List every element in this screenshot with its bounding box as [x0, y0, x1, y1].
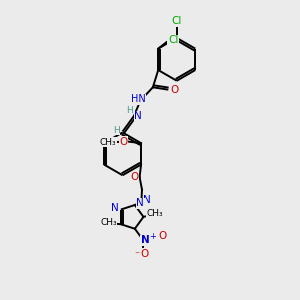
Text: H: H: [112, 126, 119, 135]
Text: +: +: [149, 232, 156, 241]
Text: ⁻: ⁻: [134, 250, 139, 260]
Text: N: N: [136, 198, 144, 208]
Text: CH₃: CH₃: [100, 218, 117, 227]
Text: O: O: [130, 172, 138, 182]
Text: O: O: [171, 85, 179, 95]
Text: Cl: Cl: [172, 16, 182, 26]
Text: N: N: [111, 203, 119, 213]
Text: Cl: Cl: [168, 35, 178, 45]
Text: N: N: [143, 195, 151, 205]
Text: N: N: [134, 111, 142, 121]
Text: H: H: [126, 106, 133, 115]
Text: O: O: [140, 249, 149, 259]
Text: O: O: [158, 232, 166, 242]
Text: N: N: [141, 235, 149, 245]
Text: CH₃: CH₃: [100, 138, 116, 147]
Text: O: O: [119, 137, 128, 147]
Text: HN: HN: [130, 94, 146, 104]
Text: CH₃: CH₃: [146, 209, 163, 218]
